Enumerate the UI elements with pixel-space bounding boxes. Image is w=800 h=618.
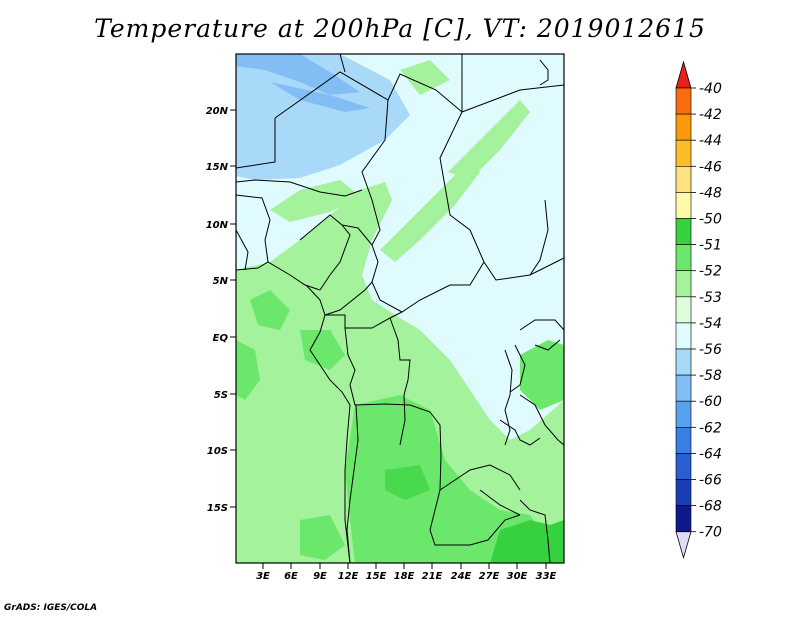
colorbar-label: -42	[699, 107, 722, 123]
colorbar-label: -56	[699, 342, 722, 358]
lat-label: 10S	[207, 446, 228, 457]
colorbar-label: -53	[699, 290, 722, 306]
colorbar-swatch	[675, 218, 692, 245]
colorbar-swatch	[675, 244, 692, 272]
field-warmest-patch	[385, 465, 430, 500]
field-warm-streak	[380, 160, 480, 262]
field-warmer-patch	[250, 290, 290, 330]
lon-label: 18E	[394, 571, 415, 582]
colorbar-label: -46	[699, 159, 722, 175]
colorbar-label: -68	[699, 499, 722, 515]
colorbar-label: -54	[699, 316, 722, 332]
field-warmer-region	[345, 395, 548, 563]
colorbar-label: -48	[699, 185, 722, 201]
colorbar-label: -58	[699, 368, 722, 384]
colorbar-swatch	[675, 192, 692, 219]
colorbar: -40 -42 -44 -46 -48 -50 -51 -52 -53 -54 -56 -58 -60 -…	[675, 60, 722, 560]
colorbar-label: -52	[699, 264, 722, 280]
colorbar-label: -50	[699, 212, 722, 228]
lat-label: 15N	[206, 162, 229, 173]
field-warmer-patch	[520, 340, 564, 410]
lat-label: 20N	[206, 106, 229, 117]
colorbar-label: -51	[699, 238, 722, 254]
lon-label: 15E	[366, 571, 387, 582]
lon-label: 9E	[313, 571, 327, 582]
colorbar-swatch	[675, 426, 692, 454]
colorbar-swatch	[675, 374, 692, 402]
field-warmer-patch	[300, 330, 345, 370]
colorbar-swatch	[675, 270, 692, 298]
colorbar-swatch	[675, 400, 692, 428]
country-borders	[236, 54, 564, 563]
field-warm-streak	[448, 100, 530, 180]
lon-label: 3E	[256, 571, 270, 582]
field-warm-streak	[270, 180, 360, 222]
lon-label: 21E	[422, 571, 443, 582]
field-warm-region	[236, 182, 564, 563]
colorbar-swatch	[675, 322, 692, 350]
lon-label: 6E	[284, 571, 298, 582]
colorbar-swatch	[675, 87, 692, 115]
longitude-axis: 3E 6E 9E 12E 15E 18E 21E 24E 27E 30E 33E	[256, 563, 557, 582]
colorbar-label: -66	[699, 473, 722, 489]
field-colder-streak	[270, 82, 370, 112]
lon-label: 27E	[479, 571, 500, 582]
colorbar-swatch	[675, 166, 692, 193]
credit-label: GrADS: IGES/COLA	[4, 603, 98, 613]
chart-title: Temperature at 200hPa [C], VT: 201901261…	[94, 14, 706, 43]
lon-label: 24E	[451, 571, 472, 582]
field-warmest-region	[490, 520, 564, 563]
colorbar-label: -44	[699, 133, 722, 149]
lon-label: 33E	[536, 571, 557, 582]
map-frame	[235, 53, 565, 564]
latitude-axis: 20N 15N 10N 5N EQ 5S 10S 15S	[206, 106, 236, 514]
lat-label: 15S	[207, 503, 228, 514]
colorbar-swatch	[675, 113, 692, 141]
lon-label: 30E	[507, 571, 528, 582]
lat-label: 10N	[206, 220, 229, 231]
temperature-field	[236, 54, 564, 563]
colorbar-label: -60	[699, 394, 722, 410]
colorbar-label: -70	[699, 525, 722, 541]
colorbar-label: -64	[699, 446, 722, 462]
colorbar-swatch	[675, 479, 692, 506]
colorbar-label: -40	[699, 81, 722, 97]
colorbar-swatch	[675, 348, 692, 376]
lat-label: 5S	[214, 390, 228, 401]
colorbar-swatch	[675, 453, 692, 480]
lat-label: 5N	[213, 276, 229, 287]
field-warm-streak	[400, 60, 450, 95]
colorbar-top-arrow	[675, 60, 692, 89]
colorbar-label: -62	[699, 420, 722, 436]
field-colder-region	[236, 54, 360, 95]
colorbar-swatch	[675, 505, 692, 533]
field-warmer-patch	[300, 515, 345, 560]
colorbar-swatch	[675, 139, 692, 167]
field-warmer-patch	[236, 340, 260, 400]
lon-label: 12E	[338, 571, 359, 582]
lat-label: EQ	[213, 333, 229, 344]
colorbar-bottom-arrow	[675, 531, 692, 560]
colorbar-swatch	[675, 296, 692, 324]
